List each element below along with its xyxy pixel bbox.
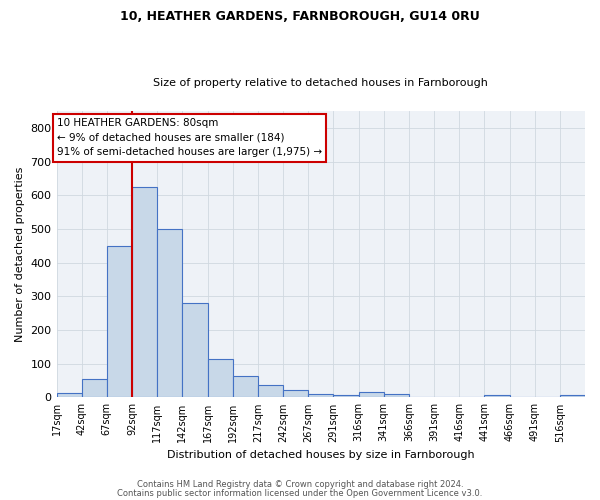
Text: 10, HEATHER GARDENS, FARNBOROUGH, GU14 0RU: 10, HEATHER GARDENS, FARNBOROUGH, GU14 0… — [120, 10, 480, 23]
Bar — [308, 394, 334, 398]
Bar — [383, 394, 409, 398]
Bar — [107, 246, 132, 398]
Bar — [208, 358, 233, 398]
Bar — [82, 379, 107, 398]
Bar — [484, 394, 509, 398]
Bar — [334, 394, 359, 398]
Text: Contains public sector information licensed under the Open Government Licence v3: Contains public sector information licen… — [118, 488, 482, 498]
Text: 10 HEATHER GARDENS: 80sqm
← 9% of detached houses are smaller (184)
91% of semi-: 10 HEATHER GARDENS: 80sqm ← 9% of detach… — [57, 118, 322, 158]
Bar — [56, 394, 82, 398]
Bar — [560, 394, 585, 398]
Bar — [359, 392, 383, 398]
Bar — [233, 376, 258, 398]
Bar — [258, 384, 283, 398]
Bar — [283, 390, 308, 398]
Text: Contains HM Land Registry data © Crown copyright and database right 2024.: Contains HM Land Registry data © Crown c… — [137, 480, 463, 489]
Bar — [182, 303, 208, 398]
Y-axis label: Number of detached properties: Number of detached properties — [15, 166, 25, 342]
X-axis label: Distribution of detached houses by size in Farnborough: Distribution of detached houses by size … — [167, 450, 475, 460]
Title: Size of property relative to detached houses in Farnborough: Size of property relative to detached ho… — [154, 78, 488, 88]
Bar — [132, 187, 157, 398]
Bar — [157, 229, 182, 398]
